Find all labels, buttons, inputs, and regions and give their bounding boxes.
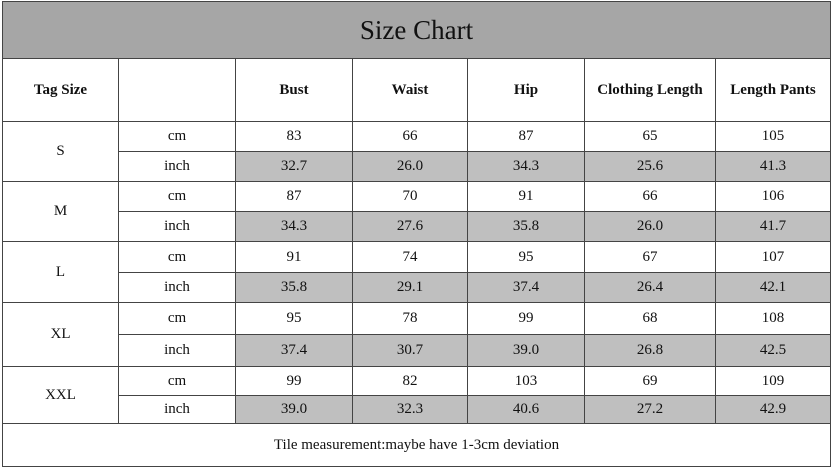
value-cell: 66	[352, 121, 468, 152]
size-cell: XL	[2, 302, 119, 367]
value-cell: 70	[352, 181, 468, 212]
unit-cell: cm	[118, 302, 236, 335]
header-cell: Hip	[467, 58, 585, 122]
value-cell: 99	[235, 366, 353, 396]
value-cell: 40.6	[467, 395, 585, 424]
value-cell: 99	[467, 302, 585, 335]
value-cell: 27.2	[584, 395, 716, 424]
value-cell: 83	[235, 121, 353, 152]
value-cell: 74	[352, 241, 468, 273]
unit-cell: cm	[118, 181, 236, 212]
value-cell: 82	[352, 366, 468, 396]
value-cell: 30.7	[352, 334, 468, 367]
value-cell: 87	[235, 181, 353, 212]
value-cell: 39.0	[467, 334, 585, 367]
value-cell: 107	[715, 241, 831, 273]
value-cell: 67	[584, 241, 716, 273]
value-cell: 32.3	[352, 395, 468, 424]
unit-cell: inch	[118, 272, 236, 303]
title: Size Chart	[2, 1, 831, 59]
value-cell: 37.4	[235, 334, 353, 367]
header-cell: Tag Size	[2, 58, 119, 122]
value-cell: 42.5	[715, 334, 831, 367]
value-cell: 42.9	[715, 395, 831, 424]
unit-cell: cm	[118, 121, 236, 152]
header-cell: Clothing Length	[584, 58, 716, 122]
unit-cell: inch	[118, 395, 236, 424]
value-cell: 32.7	[235, 151, 353, 182]
value-cell: 26.0	[352, 151, 468, 182]
value-cell: 26.0	[584, 211, 716, 242]
unit-cell: cm	[118, 241, 236, 273]
value-cell: 41.7	[715, 211, 831, 242]
value-cell: 34.3	[467, 151, 585, 182]
value-cell: 34.3	[235, 211, 353, 242]
value-cell: 95	[467, 241, 585, 273]
value-cell: 37.4	[467, 272, 585, 303]
value-cell: 108	[715, 302, 831, 335]
value-cell: 41.3	[715, 151, 831, 182]
size-cell: XXL	[2, 366, 119, 424]
value-cell: 29.1	[352, 272, 468, 303]
value-cell: 69	[584, 366, 716, 396]
value-cell: 26.8	[584, 334, 716, 367]
header-cell	[118, 58, 236, 122]
header-cell: Waist	[352, 58, 468, 122]
unit-cell: inch	[118, 211, 236, 242]
value-cell: 68	[584, 302, 716, 335]
value-cell: 109	[715, 366, 831, 396]
value-cell: 26.4	[584, 272, 716, 303]
size-cell: M	[2, 181, 119, 242]
value-cell: 65	[584, 121, 716, 152]
footer-note: Tile measurement:maybe have 1-3cm deviat…	[2, 423, 831, 467]
value-cell: 42.1	[715, 272, 831, 303]
unit-cell: inch	[118, 151, 236, 182]
value-cell: 66	[584, 181, 716, 212]
value-cell: 106	[715, 181, 831, 212]
value-cell: 25.6	[584, 151, 716, 182]
value-cell: 87	[467, 121, 585, 152]
value-cell: 95	[235, 302, 353, 335]
size-cell: S	[2, 121, 119, 182]
value-cell: 35.8	[467, 211, 585, 242]
value-cell: 39.0	[235, 395, 353, 424]
value-cell: 91	[467, 181, 585, 212]
value-cell: 105	[715, 121, 831, 152]
unit-cell: cm	[118, 366, 236, 396]
header-cell: Bust	[235, 58, 353, 122]
value-cell: 103	[467, 366, 585, 396]
header-cell: Length Pants	[715, 58, 831, 122]
size-cell: L	[2, 241, 119, 303]
value-cell: 91	[235, 241, 353, 273]
unit-cell: inch	[118, 334, 236, 367]
value-cell: 35.8	[235, 272, 353, 303]
value-cell: 78	[352, 302, 468, 335]
value-cell: 27.6	[352, 211, 468, 242]
